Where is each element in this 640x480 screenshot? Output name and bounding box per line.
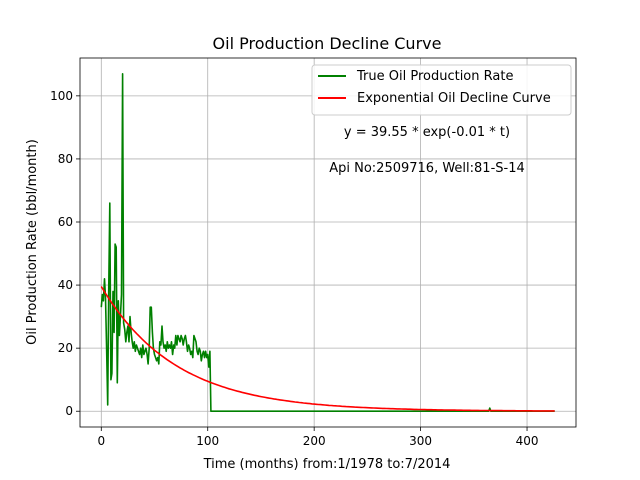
y-tick-label: 0 [65, 404, 73, 418]
series-layer [100, 73, 555, 413]
legend-box [311, 64, 572, 116]
y-tick-label: 20 [58, 341, 73, 355]
y-tick-label: 40 [58, 278, 73, 292]
legend-label-decline-curve: Exponential Oil Decline Curve [357, 91, 551, 106]
plot-frame [79, 57, 577, 428]
x-axis: 0 100 200 300 400 [97, 427, 538, 448]
y-tick-label: 100 [50, 89, 73, 103]
x-tick-label: 200 [303, 434, 326, 448]
x-tick-label: 0 [97, 434, 105, 448]
legend-label-true-rate: True Oil Production Rate [356, 69, 513, 84]
x-tick-label: 300 [409, 434, 432, 448]
y-axis-label: Oil Production Rate (bbl/month) [25, 139, 40, 345]
y-axis: 0 20 40 60 80 100 [50, 89, 80, 418]
series-line-true-rate [100, 73, 555, 413]
series-line-decline-curve [100, 286, 555, 412]
x-axis-label: Time (months) from:1/1978 to:7/2014 [203, 457, 451, 472]
x-tick-label: 400 [516, 434, 539, 448]
x-tick-label: 100 [196, 434, 219, 448]
y-tick-label: 80 [58, 152, 73, 166]
well-annotation: Api No:2509716, Well:81-S-14 [329, 161, 525, 176]
chart-title: Oil Production Decline Curve [213, 34, 442, 53]
equation-annotation: y = 39.55 * exp(-0.01 * t) [344, 125, 510, 140]
legend: True Oil Production Rate Exponential Oil… [311, 64, 572, 116]
y-tick-label: 60 [58, 215, 73, 229]
